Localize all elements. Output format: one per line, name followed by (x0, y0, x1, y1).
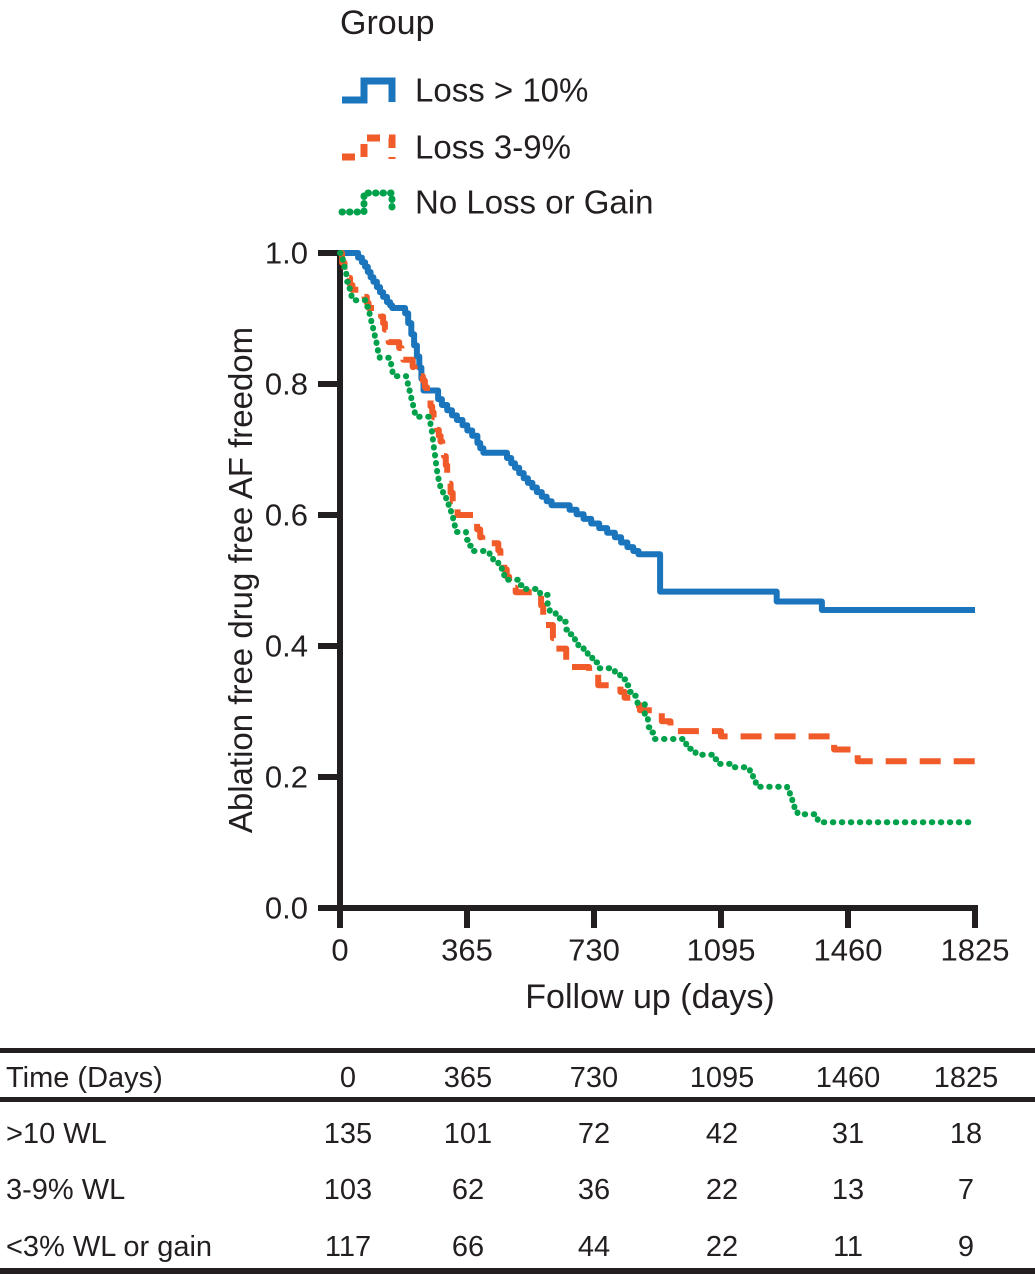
x-tick-label: 1460 (814, 932, 883, 967)
risk-count: 22 (705, 1231, 739, 1263)
x-tick-label: 1825 (941, 932, 1010, 967)
risk-count: 72 (577, 1118, 611, 1150)
risk-table-header-row: Time (Days) 0 365 730 1095 1460 1825 (0, 1059, 1035, 1097)
risk-header-label: Time (Days) (6, 1062, 163, 1094)
y-tick-label: 0.6 (265, 498, 308, 533)
risk-header-time: 1825 (933, 1062, 999, 1094)
risk-count: 7 (957, 1174, 975, 1206)
x-tick-label: 730 (568, 932, 620, 967)
risk-count: 135 (323, 1118, 373, 1150)
risk-count: 101 (443, 1118, 493, 1150)
legend-title: Group (340, 4, 435, 42)
risk-count: 18 (949, 1118, 983, 1150)
y-tick-label: 0.8 (265, 367, 308, 402)
legend-swatch-solid-line (342, 77, 396, 104)
table-bottom-rule (0, 1268, 1035, 1274)
legend-label: Loss 3-9% (415, 129, 571, 166)
risk-count: 13 (831, 1174, 865, 1206)
risk-header-time: 1095 (689, 1062, 755, 1094)
table-header-rule (0, 1097, 1035, 1102)
risk-row-label: >10 WL (6, 1118, 107, 1150)
curve-dotted-series-2 (337, 250, 978, 826)
risk-count: 9 (957, 1231, 975, 1263)
risk-row-label: 3-9% WL (6, 1174, 126, 1206)
x-tick-label: 0 (331, 932, 348, 967)
axis-tick-labels: 0 365 730 1095 1460 1825 0.0 0.2 0.4 0.6 0.8 1.0 (265, 236, 1010, 968)
curve-dashed-series-1 (339, 250, 975, 765)
y-tick-label: 1.0 (265, 236, 308, 271)
risk-count: 44 (577, 1231, 611, 1263)
legend-item: Loss 3-9% (342, 129, 571, 166)
risk-header-time: 365 (443, 1062, 493, 1094)
y-axis-title: Ablation free drug free AF freedom (222, 327, 259, 833)
x-tick-label: 365 (441, 932, 493, 967)
survival-curves (337, 250, 978, 826)
risk-table-row: 3-9% WL 103 62 36 22 13 7 (0, 1171, 1035, 1209)
risk-count: 22 (705, 1174, 739, 1206)
legend-swatch-dotted-line (338, 189, 396, 218)
risk-count: 103 (323, 1174, 373, 1206)
axis-ticks (318, 250, 978, 928)
risk-row-label: <3% WL or gain (6, 1231, 213, 1263)
km-chart: Group Loss > 10% Loss 3-9% No Loss or Gain… (222, 4, 1010, 1016)
risk-count: 62 (451, 1174, 485, 1206)
y-tick-label: 0.2 (265, 760, 308, 795)
x-tick-label: 1095 (687, 932, 756, 967)
legend-swatch-dashed-line (342, 134, 396, 161)
risk-table-row: >10 WL 135 101 72 42 31 18 (0, 1115, 1035, 1153)
y-tick-label: 0.4 (265, 629, 308, 664)
risk-header-time: 1460 (815, 1062, 881, 1094)
table-top-rule (0, 1048, 1035, 1053)
risk-count: 117 (324, 1231, 372, 1263)
risk-count: 31 (831, 1118, 865, 1150)
risk-count: 42 (705, 1118, 739, 1150)
legend-label: No Loss or Gain (415, 184, 653, 221)
risk-count: 36 (577, 1174, 611, 1206)
risk-header-time: 0 (339, 1062, 357, 1094)
curve-solid-series-0 (340, 250, 975, 613)
axes (337, 250, 978, 911)
risk-header-time: 730 (569, 1062, 619, 1094)
legend: Group Loss > 10% Loss 3-9% No Loss or Gain (338, 4, 653, 221)
legend-label: Loss > 10% (415, 72, 588, 109)
legend-item: Loss > 10% (342, 72, 588, 109)
risk-table-row: <3% WL or gain 117 66 44 22 11 9 (0, 1228, 1035, 1266)
legend-item: No Loss or Gain (338, 184, 653, 221)
y-tick-label: 0.0 (265, 891, 308, 926)
risk-count: 66 (451, 1231, 485, 1263)
x-axis-title: Follow up (days) (525, 978, 774, 1016)
risk-count: 11 (832, 1231, 864, 1263)
